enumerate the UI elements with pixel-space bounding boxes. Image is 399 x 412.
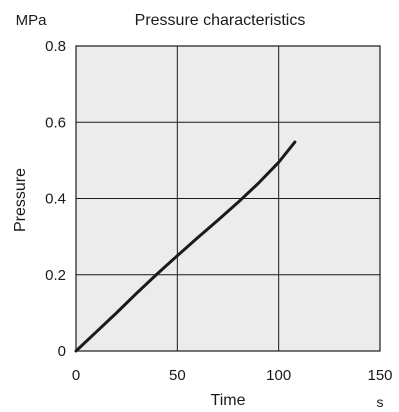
- x-tick-label: 50: [169, 367, 186, 384]
- y-tick-label: 0.2: [45, 267, 66, 284]
- y-axis-label: Pressure: [12, 168, 29, 232]
- y-tick-label: 0: [58, 343, 66, 360]
- x-unit-label: s: [377, 394, 384, 410]
- y-tick-label: 0.8: [45, 38, 66, 55]
- x-tick-label: 0: [72, 367, 80, 384]
- x-tick-labels: 0 50 100 150: [72, 367, 393, 384]
- y-tick-label: 0.6: [45, 114, 66, 131]
- chart-title: Pressure characteristics: [135, 12, 306, 29]
- y-tick-label: 0.4: [45, 191, 66, 208]
- grid-lines: [76, 46, 380, 351]
- x-tick-label: 100: [266, 367, 291, 384]
- y-unit-label: MPa: [16, 12, 48, 29]
- pressure-series-line: [74, 140, 297, 353]
- x-axis-label: Time: [211, 392, 246, 409]
- x-tick-label: 150: [367, 367, 392, 384]
- y-tick-labels: 0 0.2 0.4 0.6 0.8: [45, 38, 66, 360]
